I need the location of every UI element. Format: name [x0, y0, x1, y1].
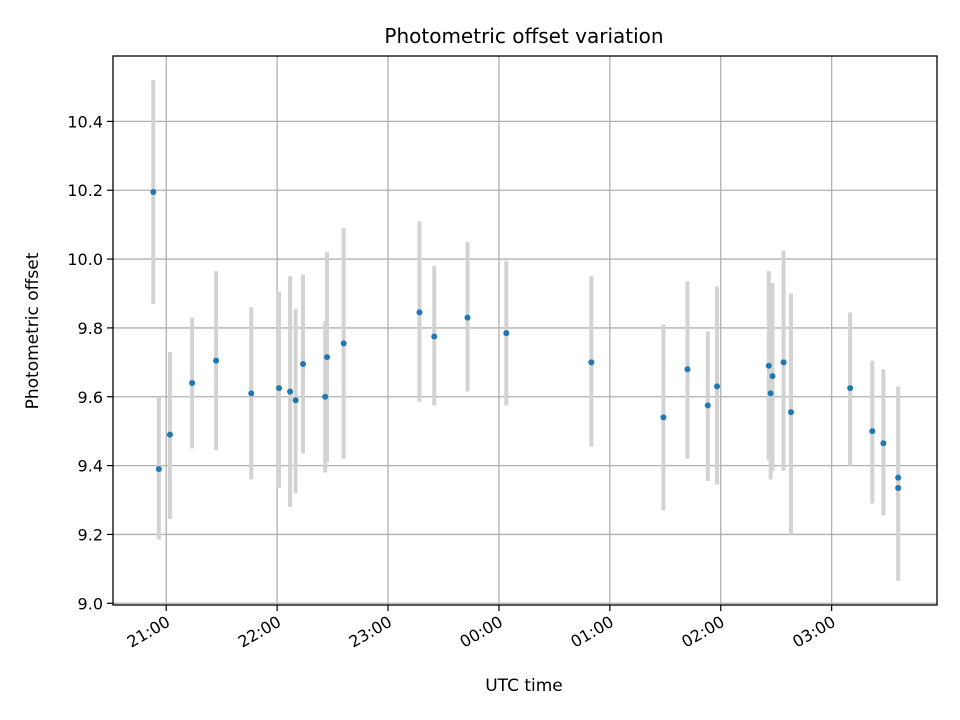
- data-point: [869, 428, 876, 435]
- data-point: [189, 379, 196, 386]
- data-point: [340, 340, 347, 347]
- data-point: [324, 354, 331, 361]
- data-point: [660, 414, 667, 421]
- data-point: [416, 309, 423, 316]
- data-point: [150, 188, 157, 195]
- data-point: [704, 402, 711, 409]
- x-tick-label: 01:00: [567, 612, 616, 652]
- error-bars: [151, 80, 901, 581]
- x-tick-label: 21:00: [124, 612, 173, 652]
- data-point: [588, 359, 595, 366]
- data-point: [787, 409, 794, 416]
- data-point: [322, 393, 329, 400]
- data-point: [780, 359, 787, 366]
- x-tick-label: 02:00: [678, 612, 727, 652]
- data-point: [503, 330, 510, 337]
- data-point: [155, 466, 162, 473]
- plot-frame: [112, 55, 938, 606]
- data-point: [464, 314, 471, 321]
- x-axis-label: UTC time: [485, 676, 563, 696]
- data-point: [213, 357, 220, 364]
- chart-title: Photometric offset variation: [384, 24, 663, 48]
- data-point: [895, 484, 902, 491]
- data-point: [714, 383, 721, 390]
- data-point: [880, 440, 887, 447]
- data-point: [166, 431, 173, 438]
- x-tick-label: 03:00: [789, 612, 838, 652]
- data-point: [847, 385, 854, 392]
- data-point: [431, 333, 438, 340]
- x-tick-label: 22:00: [235, 612, 284, 652]
- data-points: [150, 188, 902, 491]
- data-point: [765, 362, 772, 369]
- y-tick-label: 9.4: [78, 457, 103, 476]
- x-tick-label: 23:00: [346, 612, 395, 652]
- data-point: [292, 397, 299, 404]
- y-axis-label: Photometric offset: [23, 252, 43, 409]
- data-point: [769, 373, 776, 380]
- x-tick-label: 00:00: [457, 612, 506, 652]
- y-tick-label: 10.4: [67, 112, 103, 131]
- data-point: [248, 390, 255, 397]
- y-tick-label: 9.6: [78, 388, 103, 407]
- y-tick-label: 9.0: [78, 594, 103, 613]
- y-tick-label: 9.2: [78, 525, 103, 544]
- data-point: [895, 474, 902, 481]
- data-point: [287, 388, 294, 395]
- data-point: [684, 366, 691, 373]
- y-tick-label: 9.8: [78, 319, 103, 338]
- data-point: [767, 390, 774, 397]
- y-tick-label: 10.0: [67, 250, 103, 269]
- x-axis-ticks: 21:00 22:00 23:00 00:00 01:00 02:00 03:00: [124, 605, 839, 652]
- data-point: [275, 385, 282, 392]
- data-point: [300, 361, 307, 368]
- grid: [113, 56, 937, 605]
- y-axis-ticks: 9.0 9.2 9.4 9.6 9.8 10.0 10.2 10.4: [67, 112, 113, 613]
- y-tick-label: 10.2: [67, 181, 103, 200]
